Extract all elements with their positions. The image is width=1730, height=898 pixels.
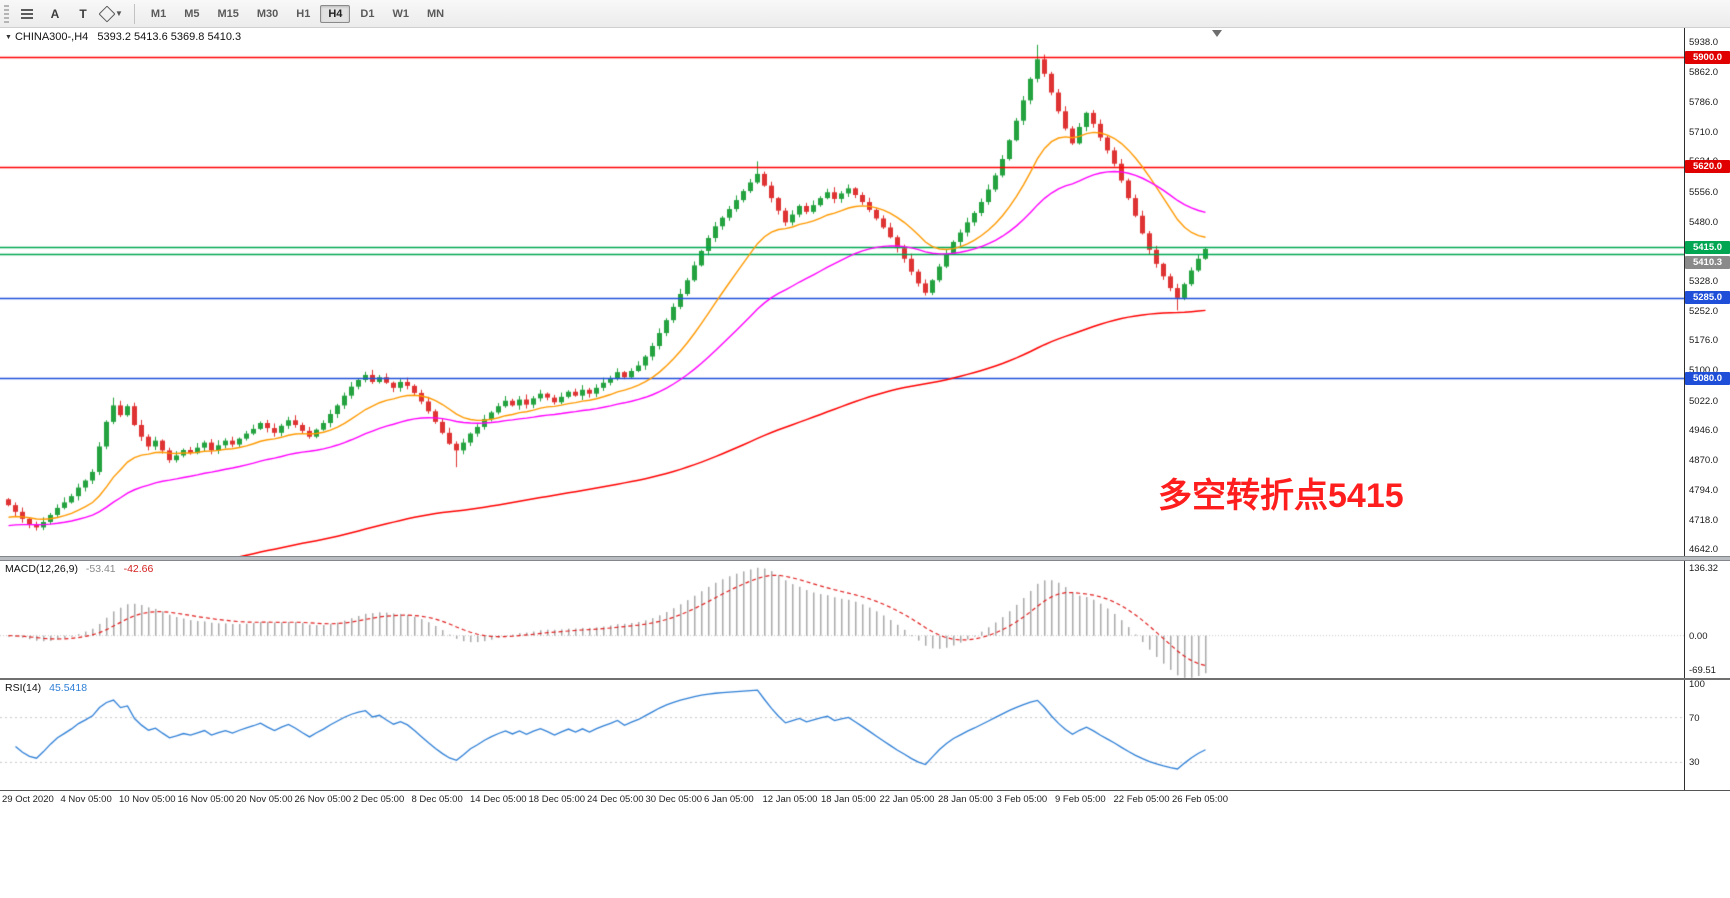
price-line-tag[interactable]: 5415.0 [1685,240,1730,254]
time-axis-label: 29 Oct 2020 [2,794,54,805]
rsi-scale-tick: 70 [1689,712,1700,724]
symbol-collapse-icon: ▼ [5,34,12,41]
price-axis-tick: 4870.0 [1689,455,1719,467]
price-axis-tick: 5022.0 [1689,395,1719,407]
price-axis-tick: 5100.0 [1689,365,1719,377]
macd-signal-value: -42.66 [123,563,154,575]
time-axis-label: 30 Dec 05:00 [645,794,703,805]
symbol-period-text: CHINA300-,H4 [14,31,89,43]
text-tool-button[interactable]: T [79,6,87,21]
rsi-scale-tick: 30 [1689,757,1700,769]
time-axis-label: 12 Jan 05:00 [762,794,818,805]
price-line-tag[interactable]: 5900.0 [1685,50,1730,64]
panel-splitter-macd-rsi[interactable] [0,678,1730,680]
timeframe-button-m30[interactable]: M30 [256,7,279,20]
time-axis-border [0,790,1730,791]
price-line-tag[interactable]: 5080.0 [1685,371,1730,385]
timeframe-button-h1[interactable]: H1 [296,7,311,20]
price-axis-tick: 5556.0 [1689,186,1719,198]
macd-name: MACD(12,26,9) [5,563,78,575]
price-line-tag[interactable]: 5285.0 [1685,291,1730,305]
timeframe-toolbar: M1 M5 M15 M30 H1 H4 D1 W1 MN [142,4,453,23]
chart-shift-marker-icon[interactable] [1212,30,1222,37]
time-axis-label: 14 Dec 05:00 [470,794,527,805]
timeframe-button-d1[interactable]: D1 [360,7,375,20]
price-scale[interactable]: 5938.05862.05786.05710.05634.05556.05480… [1684,28,1730,790]
toolbar: A T ▼ M1 M5 M15 M30 H1 H4 D1 W1 MN [0,0,1730,28]
rsi-scale-tick: 100 [1689,679,1705,690]
arrow-tool-button[interactable]: A [50,6,60,21]
time-axis-label: 2 Dec 05:00 [353,794,405,805]
time-axis-label: 22 Feb 05:00 [1113,794,1170,805]
chart-area: 29 Oct 2020 4 Nov 05:00 10 Nov 05:00 16 Nov… [0,28,1730,812]
macd-panel-canvas[interactable] [0,561,1684,678]
time-axis-label: 4 Nov 05:00 [60,794,112,805]
time-axis-label: 16 Nov 05:00 [177,794,235,805]
chart-symbol-label: ▼ CHINA300-,H4 5393.2 5413.6 5369.8 5410.… [5,31,241,43]
timeframe-button-m1[interactable]: M1 [150,7,167,20]
time-axis-label: 18 Dec 05:00 [528,794,586,805]
rsi-panel-canvas[interactable] [0,680,1684,790]
rsi-name: RSI(14) [5,682,42,694]
rsi-value: 45.5418 [49,682,88,694]
ohlc-values-text: 5393.2 5413.6 5369.8 5410.3 [97,31,242,43]
macd-scale-tick: -69.51 [1689,665,1716,677]
timeframe-button-m15[interactable]: M15 [217,7,239,20]
chevron-down-icon: ▼ [115,8,123,18]
price-axis-tick: 5252.0 [1689,305,1719,317]
price-axis-tick: 4794.0 [1689,484,1719,496]
line-studies-icon[interactable] [14,3,40,25]
timeframe-button-mn[interactable]: MN [426,7,445,20]
time-axis-label: 18 Jan 05:00 [821,794,876,805]
price-axis-tick: 5862.0 [1689,67,1719,79]
price-axis-tick: 5710.0 [1689,126,1719,138]
macd-indicator-label: MACD(12,26,9) -53.41 -42.66 [5,563,153,575]
time-axis[interactable]: 29 Oct 2020 4 Nov 05:00 10 Nov 05:00 16 Nov… [0,791,1730,812]
time-axis-label: 9 Feb 05:00 [1055,794,1106,805]
time-axis-label: 22 Jan 05:00 [879,794,935,805]
price-axis-tick: 5328.0 [1689,276,1719,288]
rsi-indicator-label: RSI(14) 45.5418 [5,682,87,694]
toolbar-drag-handle[interactable] [4,4,9,23]
macd-scale-tick: 136.32 [1689,562,1719,574]
current-price-tag[interactable]: 5410.3 [1685,255,1730,269]
time-axis-label: 26 Feb 05:00 [1172,794,1228,805]
shapes-icon [98,5,116,22]
price-axis-tick: 5480.0 [1689,216,1719,228]
time-axis-label: 10 Nov 05:00 [119,794,176,805]
chart-text-annotation: 多空转折点5415 [1158,477,1404,515]
toolbar-separator [133,3,135,24]
price-axis-tick: 4718.0 [1689,514,1719,526]
macd-main-value: -53.41 [85,563,116,575]
main-price-chart-canvas[interactable] [0,28,1684,556]
time-axis-label: 26 Nov 05:00 [294,794,352,805]
timeframe-button-m5[interactable]: M5 [184,7,200,20]
hamburger-icon [21,8,33,19]
price-axis-tick: 5938.0 [1689,37,1719,49]
time-axis-label: 20 Nov 05:00 [236,794,293,805]
time-axis-label: 3 Feb 05:00 [996,794,1048,805]
price-line-tag[interactable]: 5620.0 [1685,160,1730,174]
panel-splitter-main-macd[interactable] [0,556,1730,561]
time-axis-label: 24 Dec 05:00 [587,794,644,805]
timeframe-button-w1[interactable]: W1 [392,7,409,20]
shapes-dropdown-button[interactable]: ▼ [98,3,126,25]
price-axis-tick: 5786.0 [1689,96,1719,108]
price-axis-tick: 4946.0 [1689,425,1719,437]
price-axis-tick: 5176.0 [1689,335,1719,347]
price-axis-tick: 4642.0 [1689,544,1719,556]
time-axis-label: 6 Jan 05:00 [704,794,754,805]
macd-scale-tick: 0.00 [1689,630,1708,642]
time-axis-label: 28 Jan 05:00 [938,794,993,805]
time-axis-label: 8 Dec 05:00 [411,794,463,805]
timeframe-button-h4[interactable]: H4 [320,4,351,23]
